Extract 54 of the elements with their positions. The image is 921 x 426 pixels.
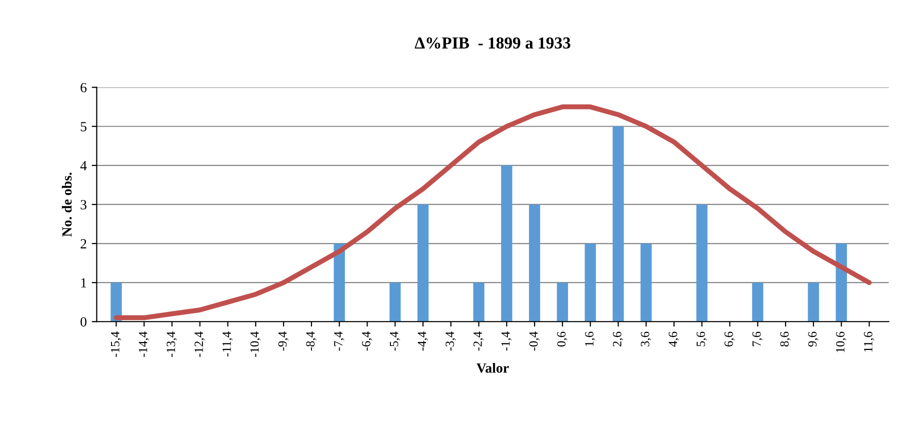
x-tick-label: -3,4 [446, 332, 456, 351]
x-tick-label: -1,4 [501, 332, 512, 351]
y-tick-label: 0 [80, 317, 86, 327]
chart-title: Δ%PIB - 1899 a 1933 [414, 37, 570, 49]
x-tick-label: 0,6 [557, 332, 568, 346]
x-tick-label: -2,4 [474, 332, 484, 351]
bar [473, 282, 484, 322]
bar [584, 244, 596, 322]
x-tick-label: -5,4 [390, 332, 400, 351]
bar [528, 204, 540, 322]
x-tick-label: -15,4 [110, 332, 122, 357]
x-axis-title: Valor [476, 362, 509, 373]
y-tick-label: 3 [80, 200, 86, 210]
bar [696, 204, 708, 322]
x-tick-label: 7,6 [752, 332, 763, 346]
x-tick-label: 10,6 [836, 332, 846, 352]
x-tick-label: -8,4 [306, 332, 316, 351]
bar [752, 282, 764, 322]
y-axis-title: No. de obs. [62, 172, 72, 237]
x-tick-label: -12,4 [194, 332, 205, 357]
y-tick-label: 2 [80, 239, 86, 248]
bar [390, 282, 401, 322]
x-tick-label: -0,4 [529, 332, 540, 351]
x-tick-label: -10,4 [250, 332, 261, 357]
y-tick-label: 6 [80, 82, 87, 92]
x-tick-label: -9,4 [278, 332, 288, 351]
bar [110, 282, 122, 322]
bar [612, 126, 624, 322]
x-tick-label: -6,4 [362, 332, 372, 351]
bar [501, 165, 512, 322]
x-tick-label: -14,4 [138, 332, 150, 357]
bar [836, 244, 847, 322]
x-tick-label: -4,4 [418, 332, 428, 351]
x-tick-label: -11,4 [222, 332, 233, 356]
y-tick-label: 4 [80, 161, 87, 170]
x-tick-label: 4,6 [668, 332, 679, 347]
x-tick-label: 9,6 [808, 332, 818, 347]
bar [556, 282, 568, 322]
bar [640, 244, 652, 322]
x-tick-label: 5,6 [696, 332, 707, 346]
x-tick-label: 3,6 [640, 332, 652, 346]
x-tick-label: 2,6 [612, 332, 624, 346]
bar [417, 204, 429, 322]
bar [334, 244, 345, 322]
y-tick-label: 1 [81, 278, 86, 288]
bar [808, 282, 820, 322]
x-tick-label: -7,4 [334, 332, 344, 351]
x-tick-label: 6,6 [724, 332, 735, 346]
x-tick-label: 1,6 [585, 332, 596, 346]
y-tick-label: 5 [80, 122, 86, 132]
x-tick-label: 8,6 [780, 332, 790, 346]
x-tick-label: 11,6 [864, 332, 874, 352]
line-series [114, 104, 872, 320]
x-tick-label: -13,4 [166, 332, 177, 357]
